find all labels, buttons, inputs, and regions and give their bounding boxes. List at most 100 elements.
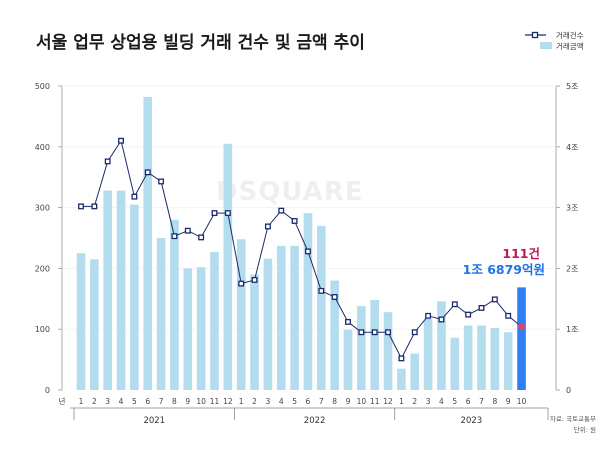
count-point — [371, 329, 378, 336]
month-tick-label: 11 — [370, 397, 380, 406]
amount-bar — [303, 213, 313, 390]
legend-count-marker — [531, 31, 539, 39]
amount-bar — [76, 253, 86, 390]
month-tick-label: 2 — [92, 397, 97, 406]
amount-bar — [103, 190, 112, 390]
right-tick-label: 4조 — [566, 143, 578, 152]
source-note: 자료: 국토교통부 — [550, 414, 596, 423]
right-tick-label: 1조 — [566, 325, 578, 334]
month-tick-label: 5 — [132, 397, 137, 406]
amount-bar — [370, 300, 379, 390]
unit-note: 단위: 원 — [574, 425, 596, 434]
month-tick-label: 10 — [517, 397, 527, 406]
amount-bar — [236, 239, 246, 390]
count-point — [144, 169, 151, 176]
amount-bar — [463, 325, 473, 390]
amount-bar — [503, 332, 513, 390]
count-point — [451, 301, 458, 308]
right-tick-label: 5조 — [566, 82, 578, 91]
amount-bar — [250, 274, 259, 390]
month-tick-label: 11 — [210, 397, 220, 406]
amount-bar — [317, 225, 326, 390]
count-point — [411, 329, 418, 336]
left-tick-label: 300 — [35, 204, 50, 213]
amount-bar — [116, 190, 126, 390]
count-point — [91, 203, 98, 210]
count-point — [78, 203, 84, 210]
left-tick-label: 400 — [35, 143, 50, 152]
month-tick-label: 1 — [399, 397, 404, 406]
left-tick-label: 200 — [35, 264, 50, 273]
amount-bar — [477, 325, 486, 390]
year-label: 2022 — [304, 416, 326, 426]
amount-bar — [423, 318, 433, 390]
month-tick-label: 2 — [412, 397, 417, 406]
month-tick-label: 12 — [223, 397, 233, 406]
count-point — [264, 223, 271, 230]
watermark: DSQUARE — [216, 177, 364, 207]
count-point — [505, 312, 512, 319]
right-tick-label: 3조 — [566, 204, 578, 213]
month-tick-label: 1 — [239, 397, 244, 406]
amount-bar — [196, 267, 206, 390]
amount-bar — [290, 245, 299, 390]
amount-bar — [210, 251, 219, 390]
x-axis: 년 1 2 3 4 5 6 7 8 9 10 11 12 1 2 3 4 5 6 7 8 9 10 11 12 1 2 3 4 5 6 7 8 9… — [59, 396, 549, 426]
amount-bar — [223, 143, 233, 390]
amount-bar — [143, 96, 153, 390]
count-point — [318, 287, 325, 294]
legend: 거래건수 거래금액 — [525, 30, 584, 51]
amount-bar — [90, 259, 99, 390]
month-tick-label: 8 — [172, 397, 177, 406]
count-point — [238, 280, 245, 287]
count-point — [331, 294, 338, 300]
legend-amount-marker — [540, 42, 552, 49]
month-tick-label: 7 — [159, 397, 164, 406]
amount-bar — [357, 306, 366, 390]
amount-bar — [183, 268, 193, 390]
month-tick-label: 6 — [466, 397, 471, 406]
month-tick-label: 6 — [145, 397, 150, 406]
count-point — [518, 323, 525, 330]
month-tick-label: 8 — [332, 397, 337, 406]
count-point — [291, 218, 298, 224]
amount-bar — [130, 204, 139, 390]
count-point — [358, 329, 365, 336]
x-unit-label: 년 — [59, 396, 66, 406]
annotation-count: 111건 — [502, 246, 540, 261]
bars — [76, 96, 526, 390]
amount-bar — [156, 238, 166, 390]
month-tick-label: 1 — [79, 397, 84, 406]
count-point — [478, 304, 485, 311]
count-point — [158, 178, 165, 185]
amount-bar — [410, 353, 420, 390]
count-point — [211, 210, 218, 217]
count-point — [304, 248, 311, 255]
month-tick-label: 4 — [439, 397, 444, 406]
amount-bar — [170, 219, 179, 390]
amount-bar — [450, 337, 460, 390]
month-tick-label: 7 — [479, 397, 484, 406]
count-point — [251, 277, 258, 283]
count-point — [184, 227, 191, 234]
annotation-amount: 1조 6879억원 — [463, 262, 545, 277]
month-tick-label: 3 — [105, 397, 110, 406]
month-tick-label: 4 — [119, 397, 124, 406]
left-tick-label: 0 — [45, 386, 50, 395]
count-point — [118, 137, 124, 144]
month-tick-label: 12 — [383, 397, 393, 406]
chart-title: 서울 업무 상업용 빌딩 거래 건수 및 금액 추이 — [36, 33, 365, 53]
month-tick-label: 5 — [292, 397, 297, 406]
month-tick-label: 6 — [306, 397, 311, 406]
amount-bar — [276, 245, 286, 390]
month-tick-label: 3 — [426, 397, 431, 406]
month-tick-label: 5 — [452, 397, 457, 406]
year-label: 2021 — [143, 416, 165, 426]
count-series — [78, 137, 525, 362]
amount-bar — [437, 301, 446, 390]
month-tick-label: 9 — [506, 397, 511, 406]
month-tick-label: 9 — [185, 397, 190, 406]
count-point — [438, 316, 445, 323]
left-tick-label: 100 — [35, 325, 50, 334]
